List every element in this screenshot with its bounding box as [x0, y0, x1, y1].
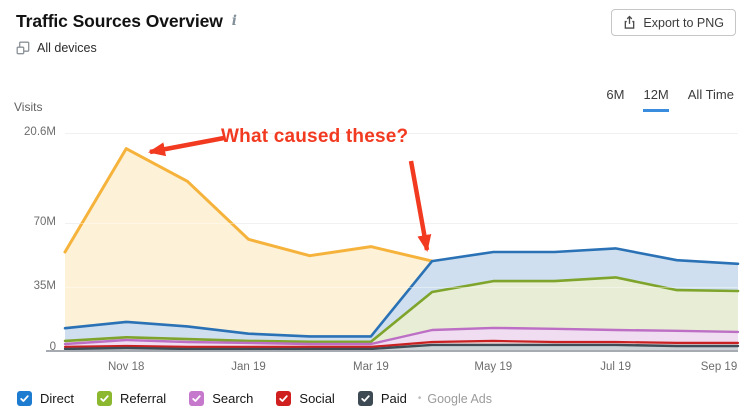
direct-checkbox[interactable] [17, 391, 32, 406]
y-axis-label-70m: 70M [33, 216, 56, 228]
x-axis-label-jan-19: Jan 19 [231, 361, 266, 373]
tab-6m[interactable]: 6M [606, 87, 625, 102]
social-checkbox[interactable] [276, 391, 292, 406]
legend-label: Referral [119, 391, 167, 406]
y-axis-label-35m: 35M [33, 280, 56, 292]
legend-item-paid[interactable]: Paid • Google Ads [357, 391, 493, 406]
page-title: Traffic Sources Overview [16, 11, 223, 31]
line-search [63, 326, 740, 346]
chart-legend: Direct Referral Search Social Paid • Google Ad… [17, 391, 492, 406]
check-icon [20, 395, 29, 402]
line-referral [63, 276, 740, 344]
line-unlabeled-yellow-spike-no-legend-entry [63, 147, 434, 263]
legend-item-referral[interactable]: Referral [96, 391, 167, 406]
header: Traffic Sources Overview i [16, 11, 237, 32]
check-icon [279, 395, 289, 402]
referral-checkbox[interactable] [96, 391, 112, 406]
tab-12m[interactable]: 12M [643, 87, 669, 112]
search-checkbox[interactable] [189, 391, 205, 406]
annotation-arrow-1 [148, 135, 225, 157]
info-icon[interactable]: i [231, 13, 237, 29]
export-button-label: Export to PNG [643, 15, 724, 30]
x-axis-label-nov-18: Nov 18 [107, 361, 145, 373]
x-axis-label-jul-19: Jul 19 [600, 361, 631, 373]
annotation-arrow-2 [408, 160, 432, 252]
device-filter[interactable]: All devices [16, 41, 97, 55]
line-direct [63, 247, 740, 338]
legend-item-social[interactable]: Social [276, 391, 335, 406]
legend-label: Search [212, 391, 254, 406]
paid-checkbox[interactable] [357, 391, 373, 406]
legend-label: Direct [40, 391, 74, 406]
device-filter-label: All devices [37, 41, 97, 55]
period-tabs: 6M 12M All Time [606, 87, 734, 112]
area-unlabeled-yellow-spike-no-legend-entry [65, 148, 433, 350]
devices-icon [16, 41, 30, 55]
line-paid [63, 343, 740, 351]
legend-item-search[interactable]: Search [189, 391, 253, 406]
y-axis-label-0: 0 [49, 341, 56, 353]
tab-all-time[interactable]: All Time [687, 87, 734, 102]
line-social [63, 339, 740, 348]
check-icon [100, 395, 109, 402]
export-png-button[interactable]: Export to PNG [611, 9, 736, 36]
legend-label: Social [299, 391, 335, 406]
legend-item-direct[interactable]: Direct [17, 391, 74, 406]
annotation-text: What caused these? [221, 126, 409, 147]
legend-note-google-ads: • Google Ads [417, 391, 493, 406]
x-axis-label-sep-19: Sep 19 [700, 361, 738, 373]
y-axis-title: Visits [14, 100, 43, 114]
y-axis-label-20-6m: 20.6M [24, 126, 56, 138]
check-icon [361, 395, 370, 402]
x-axis-label-mar-19: Mar 19 [353, 361, 389, 373]
check-icon [192, 395, 201, 402]
legend-label: Paid [380, 391, 407, 406]
x-axis-label-may-19: May 19 [474, 361, 513, 373]
export-icon [625, 15, 635, 29]
